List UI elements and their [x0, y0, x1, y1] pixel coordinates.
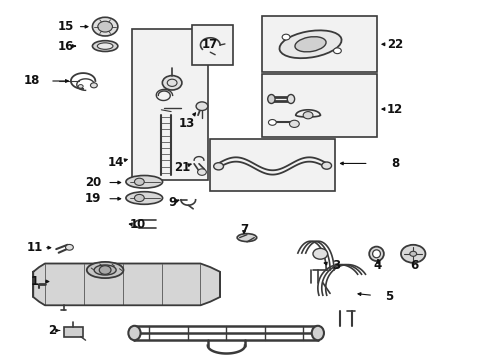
Circle shape: [90, 83, 97, 88]
Ellipse shape: [267, 94, 274, 104]
Circle shape: [312, 248, 327, 259]
Circle shape: [98, 21, 112, 32]
Text: 22: 22: [386, 38, 403, 51]
Circle shape: [282, 34, 289, 40]
Circle shape: [134, 178, 144, 185]
Text: 17: 17: [202, 39, 218, 51]
Ellipse shape: [125, 192, 162, 204]
Text: 12: 12: [386, 103, 403, 116]
Polygon shape: [33, 264, 220, 305]
Bar: [261, 16, 376, 72]
Text: 5: 5: [384, 291, 392, 303]
Circle shape: [213, 163, 223, 170]
Text: 3: 3: [332, 259, 340, 272]
Circle shape: [162, 76, 182, 90]
Circle shape: [99, 266, 111, 274]
Ellipse shape: [372, 250, 380, 258]
Bar: [132, 29, 207, 180]
Circle shape: [196, 102, 207, 111]
Text: 21: 21: [174, 161, 190, 174]
Text: 14: 14: [107, 156, 123, 169]
Ellipse shape: [94, 265, 116, 275]
Ellipse shape: [279, 30, 341, 58]
Ellipse shape: [97, 43, 113, 49]
Circle shape: [268, 120, 276, 125]
Text: 8: 8: [390, 157, 398, 170]
Text: 16: 16: [58, 40, 74, 53]
Text: 15: 15: [58, 20, 74, 33]
Circle shape: [78, 85, 83, 88]
Circle shape: [303, 112, 312, 119]
Ellipse shape: [286, 94, 294, 104]
Text: 7: 7: [240, 223, 247, 236]
Ellipse shape: [87, 262, 123, 278]
Text: 19: 19: [84, 192, 101, 205]
Circle shape: [333, 48, 341, 54]
Text: 11: 11: [27, 241, 43, 254]
Circle shape: [92, 17, 118, 36]
Ellipse shape: [125, 175, 162, 188]
Circle shape: [400, 245, 425, 263]
Circle shape: [65, 244, 73, 250]
Text: 6: 6: [410, 259, 418, 272]
Bar: [63, 327, 83, 337]
Text: 18: 18: [23, 75, 40, 87]
Text: 9: 9: [168, 196, 176, 209]
Ellipse shape: [368, 247, 383, 261]
Bar: [210, 139, 334, 191]
Text: 10: 10: [129, 219, 146, 231]
Circle shape: [321, 162, 331, 169]
Ellipse shape: [92, 41, 118, 51]
Ellipse shape: [294, 37, 325, 52]
Bar: [191, 25, 233, 65]
Circle shape: [134, 194, 144, 202]
Text: 2: 2: [48, 324, 56, 337]
Text: 20: 20: [84, 176, 101, 189]
Ellipse shape: [237, 234, 256, 242]
Circle shape: [409, 251, 416, 256]
Text: 4: 4: [373, 259, 381, 272]
Circle shape: [197, 169, 206, 175]
Ellipse shape: [128, 326, 141, 340]
Circle shape: [289, 120, 299, 127]
Text: 13: 13: [179, 117, 195, 130]
Ellipse shape: [311, 326, 323, 340]
Text: 1: 1: [31, 275, 39, 288]
Bar: [261, 74, 376, 137]
